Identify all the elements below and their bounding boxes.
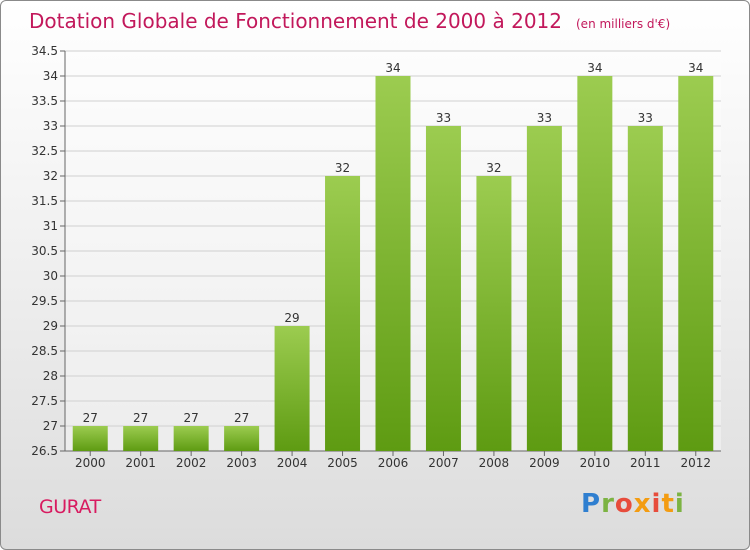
data-label: 27 xyxy=(184,411,199,425)
x-tick-label: 2008 xyxy=(479,456,510,470)
bar xyxy=(224,426,260,451)
logo-letter: i xyxy=(674,489,685,519)
bar xyxy=(375,76,411,451)
y-tick-label: 30 xyxy=(43,269,58,283)
logo-letter: t xyxy=(661,489,675,519)
y-tick-label: 33.5 xyxy=(31,94,58,108)
chart-title: Dotation Globale de Fonctionnement de 20… xyxy=(29,9,670,33)
x-tick-label: 2011 xyxy=(630,456,661,470)
data-label: 27 xyxy=(83,411,98,425)
bar xyxy=(274,326,310,451)
x-tick-label: 2009 xyxy=(529,456,560,470)
data-label: 34 xyxy=(385,61,400,75)
bar xyxy=(173,426,209,451)
y-tick-label: 26.5 xyxy=(31,444,58,458)
y-tick-label: 34 xyxy=(43,69,58,83)
data-label: 32 xyxy=(335,161,350,175)
bar xyxy=(325,176,361,451)
data-label: 27 xyxy=(234,411,249,425)
bar xyxy=(425,126,461,451)
data-label: 27 xyxy=(133,411,148,425)
logo-letter: o xyxy=(614,489,634,519)
data-label: 29 xyxy=(284,311,299,325)
data-label: 34 xyxy=(587,61,602,75)
x-tick-label: 2004 xyxy=(277,456,308,470)
y-tick-label: 28.5 xyxy=(31,344,58,358)
y-tick-label: 27.5 xyxy=(31,394,58,408)
logo-letter: P xyxy=(581,489,602,519)
proxiti-logo[interactable]: Proxiti xyxy=(581,489,685,519)
bar xyxy=(476,176,512,451)
data-label: 33 xyxy=(537,111,552,125)
data-label: 33 xyxy=(638,111,653,125)
x-tick-label: 2002 xyxy=(176,456,207,470)
title-text: Dotation Globale de Fonctionnement de 20… xyxy=(29,9,562,33)
labels: 26.5 27 27.5 28 28.5 29 29.5 30 30.5 31 31.5 32 32.5… xyxy=(31,44,711,470)
bars xyxy=(72,76,714,451)
x-tick-label: 2006 xyxy=(378,456,409,470)
logo-letter: i xyxy=(651,489,662,519)
logo-letter: r xyxy=(601,489,615,519)
y-tick-label: 31.5 xyxy=(31,194,58,208)
x-tick-label: 2005 xyxy=(327,456,358,470)
y-tick-label: 30.5 xyxy=(31,244,58,258)
y-tick-label: 33 xyxy=(43,119,58,133)
y-tick-label: 31 xyxy=(43,219,58,233)
bar xyxy=(627,126,663,451)
commune-name: GURAT xyxy=(39,496,101,518)
y-tick-label: 32.5 xyxy=(31,144,58,158)
y-tick-label: 28 xyxy=(43,369,58,383)
chart-subtitle: (en milliers d'€) xyxy=(576,17,671,31)
x-tick-label: 2010 xyxy=(580,456,611,470)
x-tick-label: 2007 xyxy=(428,456,459,470)
logo-letter: x xyxy=(633,489,652,519)
x-tick-label: 2003 xyxy=(226,456,257,470)
bar xyxy=(678,76,714,451)
bar xyxy=(526,126,562,451)
bar xyxy=(123,426,159,451)
data-label: 34 xyxy=(688,61,703,75)
x-tick-label: 2001 xyxy=(125,456,156,470)
x-tick-label: 2000 xyxy=(75,456,106,470)
y-tick-label: 34.5 xyxy=(31,44,58,58)
data-label: 33 xyxy=(436,111,451,125)
bar xyxy=(72,426,108,451)
y-tick-label: 29 xyxy=(43,319,58,333)
data-label: 32 xyxy=(486,161,501,175)
y-tick-label: 32 xyxy=(43,169,58,183)
y-tick-label: 29.5 xyxy=(31,294,58,308)
x-tick-label: 2012 xyxy=(680,456,711,470)
bar xyxy=(577,76,613,451)
y-tick-label: 27 xyxy=(43,419,58,433)
